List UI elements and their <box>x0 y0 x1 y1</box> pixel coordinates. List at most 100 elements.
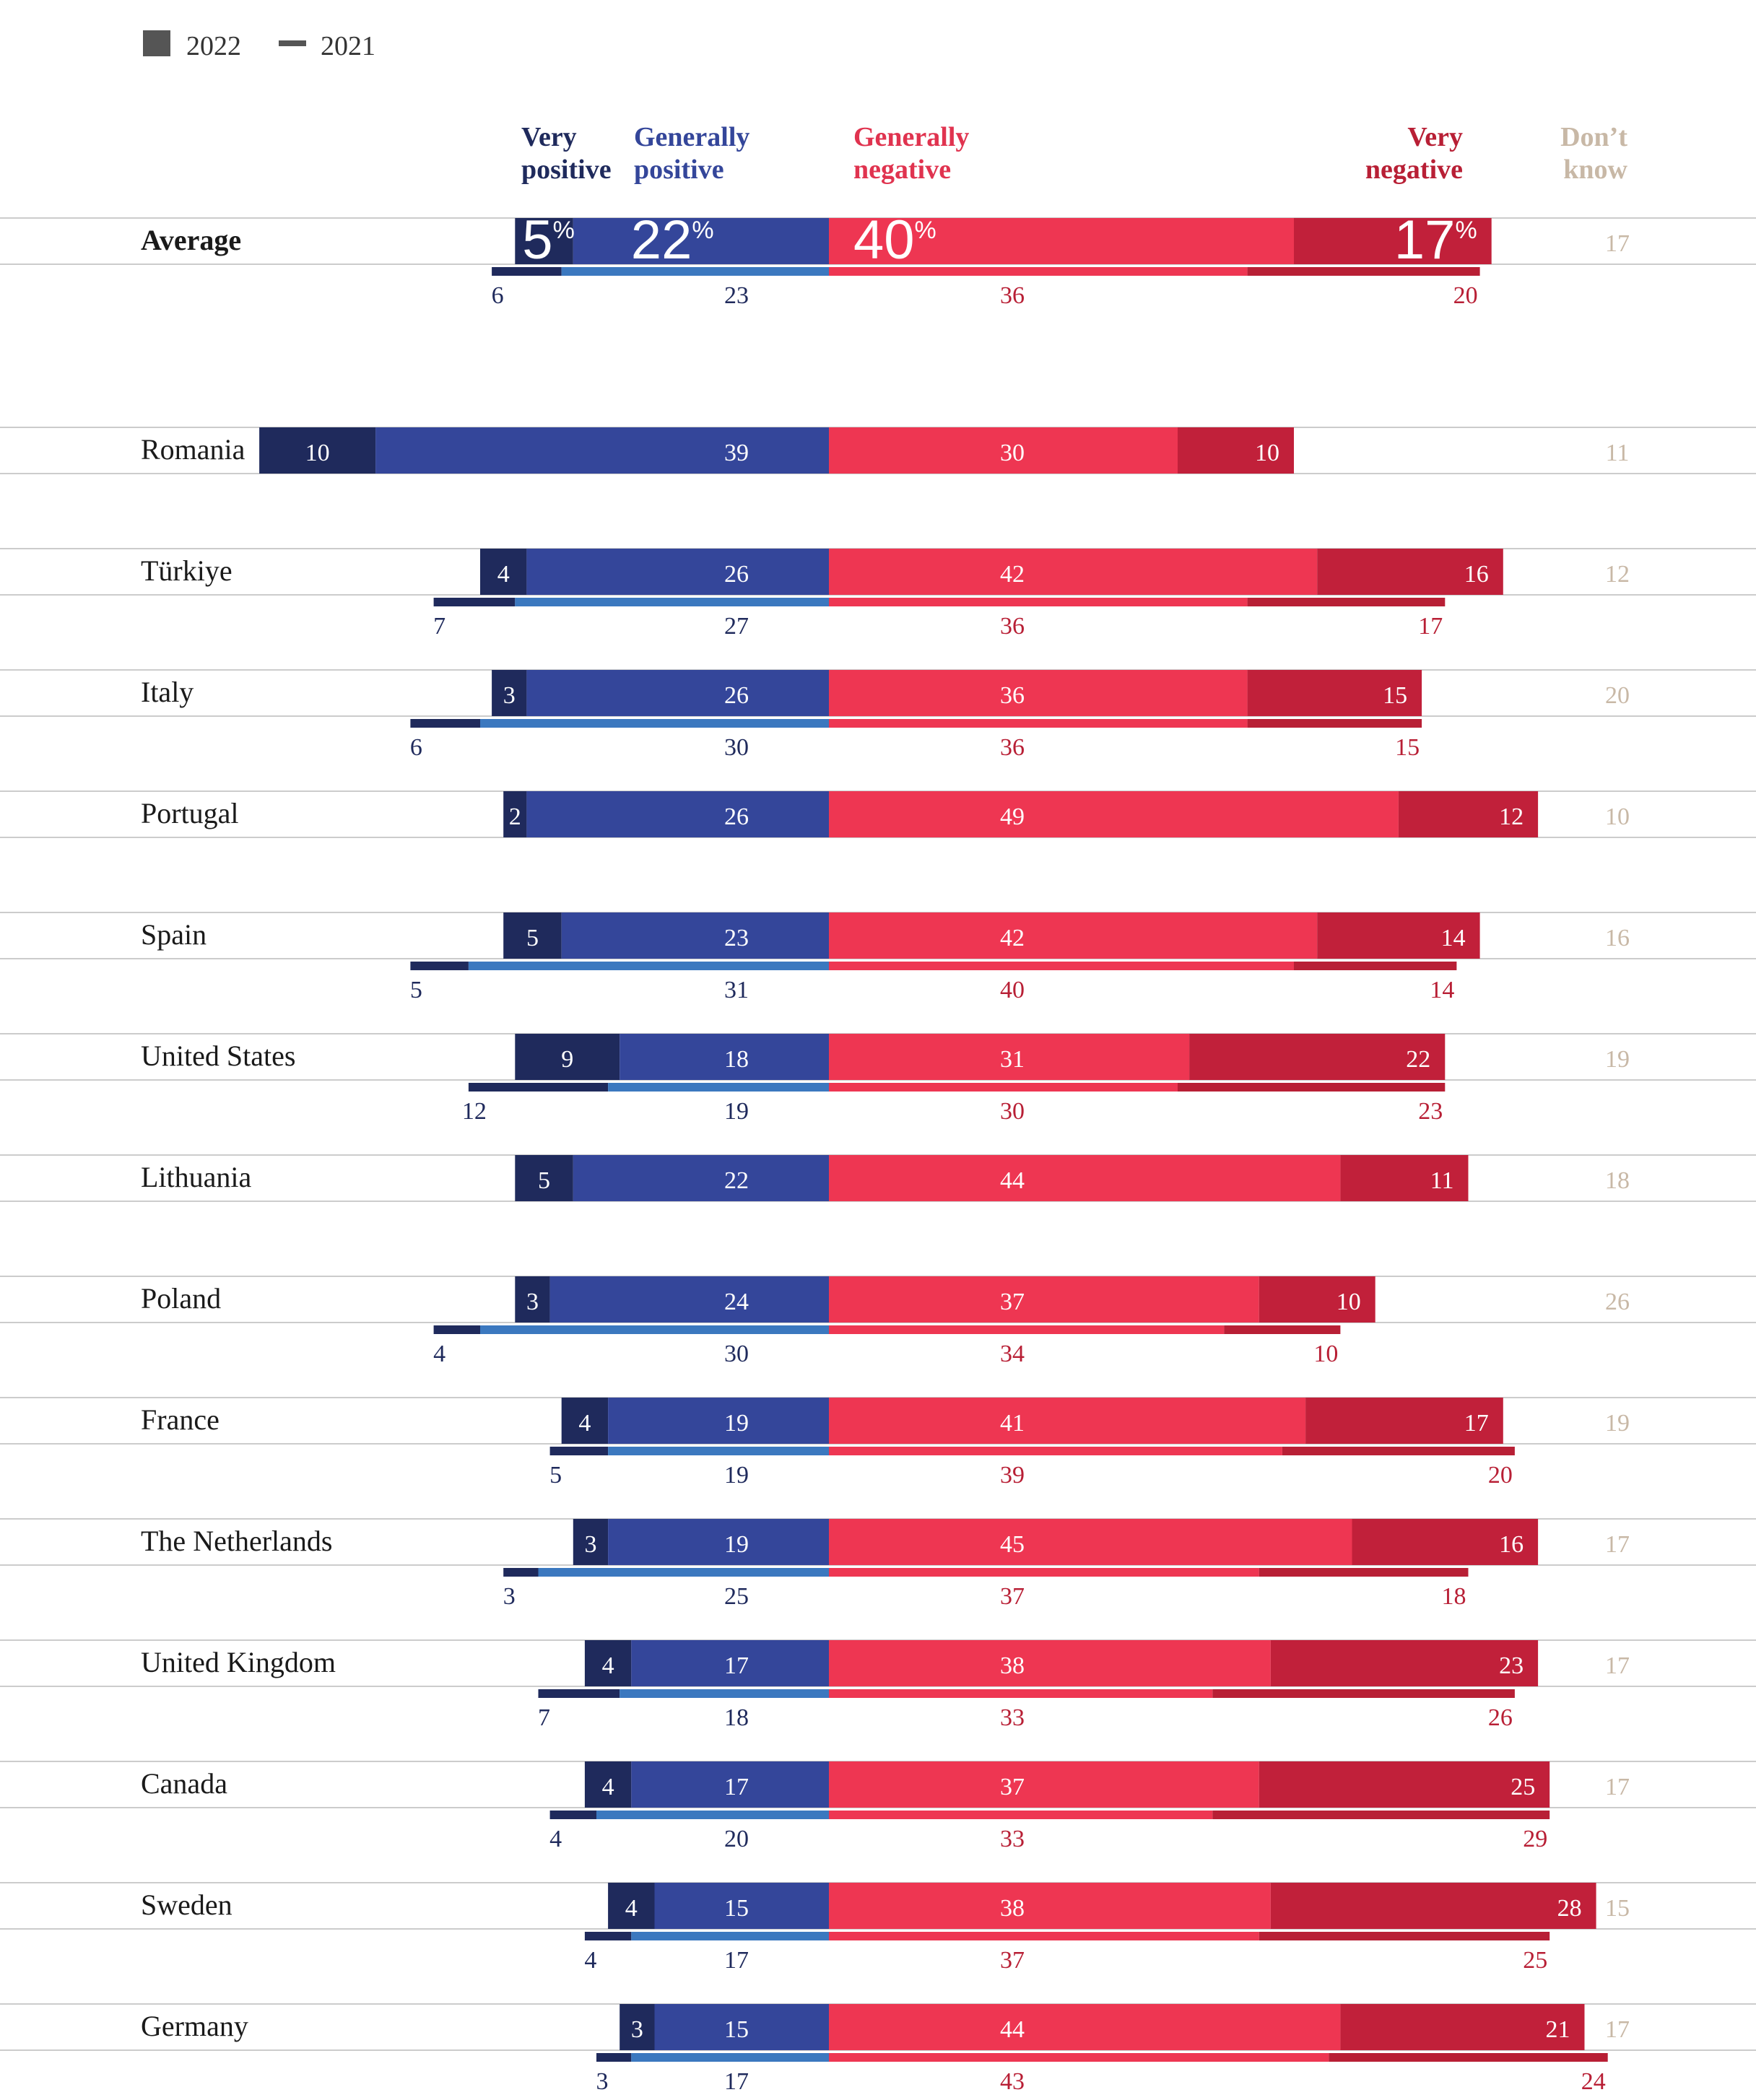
value-2021-very-positive-france: 5 <box>549 1462 562 1489</box>
value-2021-very-positive-italy: 6 <box>410 734 422 761</box>
value-2021-generally-negative-italy: 36 <box>1000 734 1025 761</box>
bar-2022-very-negative-romania <box>1178 427 1294 474</box>
value-2022-very-positive-romania: 10 <box>305 440 330 466</box>
bar-2021-very-positive-spain <box>410 962 469 970</box>
value-2021-very-negative-canada: 29 <box>1523 1826 1547 1852</box>
value-dont-know-the-netherlands: 17 <box>1605 1531 1630 1558</box>
value-2022-generally-positive-lithuania: 22 <box>724 1167 749 1194</box>
bar-2022-generally-positive-poland <box>549 1276 829 1323</box>
bar-2021-very-positive-germany <box>596 2053 632 2062</box>
row-label-lithuania: Lithuania <box>141 1161 252 1193</box>
bar-2021-generally-positive-the-netherlands <box>538 1568 829 1577</box>
bar-2022-generally-positive-sweden <box>654 1883 829 1929</box>
bar-2022-generally-positive-portugal <box>526 791 829 837</box>
row-label-spain: Spain <box>141 918 207 951</box>
value-2022-generally-positive-canada: 17 <box>724 1774 749 1800</box>
value-dont-know-portugal: 10 <box>1605 803 1630 830</box>
value-2021-very-negative-italy: 15 <box>1395 734 1420 761</box>
bar-2022-generally-negative-portugal <box>829 791 1399 837</box>
value-2021-generally-negative-sweden: 37 <box>1000 1947 1025 1974</box>
value-2021-generally-positive-france: 19 <box>724 1462 749 1489</box>
bar-2022-generally-negative-the-netherlands <box>829 1519 1352 1565</box>
header-generally_positive-line-1: Generally <box>634 122 749 152</box>
value-2021-very-positive-canada: 4 <box>549 1826 562 1852</box>
value-2021-generally-positive-canada: 20 <box>724 1826 749 1852</box>
header-generally_negative-line-1: Generally <box>853 122 969 152</box>
bar-2022-generally-positive-spain <box>561 912 829 959</box>
bar-2022-very-positive-spain <box>503 912 562 959</box>
bar-2021-generally-negative-france <box>829 1447 1282 1455</box>
value-2022-very-negative-italy: 15 <box>1383 682 1407 709</box>
bar-2021-very-positive-average <box>492 267 562 276</box>
value-2022-very-negative-the-netherlands: 16 <box>1499 1531 1524 1558</box>
bar-2022-very-positive-united-states <box>515 1034 620 1080</box>
value-2022-very-positive-united-states: 9 <box>561 1046 573 1073</box>
bar-2021-generally-negative-spain <box>829 962 1294 970</box>
value-2022-very-negative-sweden: 28 <box>1557 1895 1582 1922</box>
value-2022-very-positive-t-rkiye: 4 <box>497 561 510 588</box>
bar-2022-very-positive-france <box>561 1398 609 1444</box>
bar-2022-generally-negative-lithuania <box>829 1155 1341 1201</box>
value-2021-generally-positive-germany: 17 <box>724 2068 749 2095</box>
value-2022-generally-positive-germany: 15 <box>724 2016 749 2043</box>
row-label-canada: Canada <box>141 1767 227 1800</box>
value-2021-very-positive-united-states: 12 <box>462 1098 487 1125</box>
value-dont-know-canada: 17 <box>1605 1774 1630 1800</box>
bar-2022-very-positive-sweden <box>608 1883 655 1929</box>
row-label-germany: Germany <box>141 2010 248 2042</box>
bar-2022-generally-negative-france <box>829 1398 1306 1444</box>
bar-2022-generally-positive-italy <box>526 670 829 716</box>
value-dont-know-sweden: 15 <box>1605 1895 1630 1922</box>
bar-2022-very-positive-average <box>515 218 573 264</box>
bar-2022-very-negative-poland <box>1259 1276 1375 1323</box>
value-2021-generally-positive-average: 23 <box>724 282 749 309</box>
bar-2021-very-negative-united-kingdom <box>1212 1689 1515 1698</box>
bar-2022-generally-positive-germany <box>654 2004 829 2050</box>
value-2022-generally-negative-france: 41 <box>1000 1410 1025 1437</box>
value-2022-very-positive-poland: 3 <box>526 1289 539 1315</box>
bar-2022-very-negative-spain <box>1317 912 1480 959</box>
value-2022-very-negative-united-kingdom: 23 <box>1499 1652 1524 1679</box>
value-dont-know-romania: 11 <box>1606 440 1630 466</box>
bar-2021-generally-positive-canada <box>596 1811 829 1819</box>
value-2021-very-negative-average: 20 <box>1453 282 1478 309</box>
value-2022-generally-negative-canada: 37 <box>1000 1774 1025 1800</box>
avg-label-generally-positive: 22% <box>631 209 714 271</box>
value-2021-generally-positive-united-kingdom: 18 <box>724 1704 749 1731</box>
bar-2021-generally-negative-sweden <box>829 1932 1259 1940</box>
bar-2022-very-positive-italy <box>492 670 527 716</box>
value-2021-very-positive-t-rkiye: 7 <box>433 613 445 640</box>
bar-2021-generally-negative-the-netherlands <box>829 1568 1259 1577</box>
value-2021-generally-negative-france: 39 <box>1000 1462 1025 1489</box>
value-2021-generally-positive-spain: 31 <box>724 977 749 1003</box>
value-2022-very-positive-united-kingdom: 4 <box>602 1652 614 1679</box>
bar-2022-generally-negative-united-kingdom <box>829 1640 1271 1686</box>
value-2022-very-negative-t-rkiye: 16 <box>1464 561 1489 588</box>
value-2021-very-negative-france: 20 <box>1488 1462 1513 1489</box>
header-very_negative-line-2: negative <box>1365 154 1463 185</box>
value-dont-know-average: 17 <box>1605 230 1630 257</box>
value-2022-generally-positive-united-kingdom: 17 <box>724 1652 749 1679</box>
bar-2022-very-negative-portugal <box>1398 791 1539 837</box>
row-label-portugal: Portugal <box>141 797 239 829</box>
bar-2021-very-negative-germany <box>1329 2053 1608 2062</box>
bar-2022-very-positive-lithuania <box>515 1155 573 1201</box>
bar-2021-very-positive-france <box>549 1447 609 1455</box>
value-dont-know-t-rkiye: 12 <box>1605 561 1630 588</box>
value-dont-know-france: 19 <box>1605 1410 1630 1437</box>
value-2022-very-positive-italy: 3 <box>503 682 516 709</box>
row-label-t-rkiye: Türkiye <box>141 554 232 587</box>
bar-2021-very-negative-france <box>1282 1447 1515 1455</box>
bar-2022-generally-positive-t-rkiye <box>526 549 829 595</box>
row-label-france: France <box>141 1403 220 1436</box>
bar-2022-generally-negative-canada <box>829 1761 1259 1808</box>
value-2021-very-negative-united-states: 23 <box>1418 1098 1443 1125</box>
row-label-italy: Italy <box>141 676 194 708</box>
value-2021-generally-positive-t-rkiye: 27 <box>724 613 749 640</box>
value-2021-generally-negative-spain: 40 <box>1000 977 1025 1003</box>
bar-2022-very-positive-poland <box>515 1276 550 1323</box>
value-2021-generally-negative-united-states: 30 <box>1000 1098 1025 1125</box>
bar-2022-generally-negative-italy <box>829 670 1248 716</box>
value-2022-generally-positive-the-netherlands: 19 <box>724 1531 749 1558</box>
